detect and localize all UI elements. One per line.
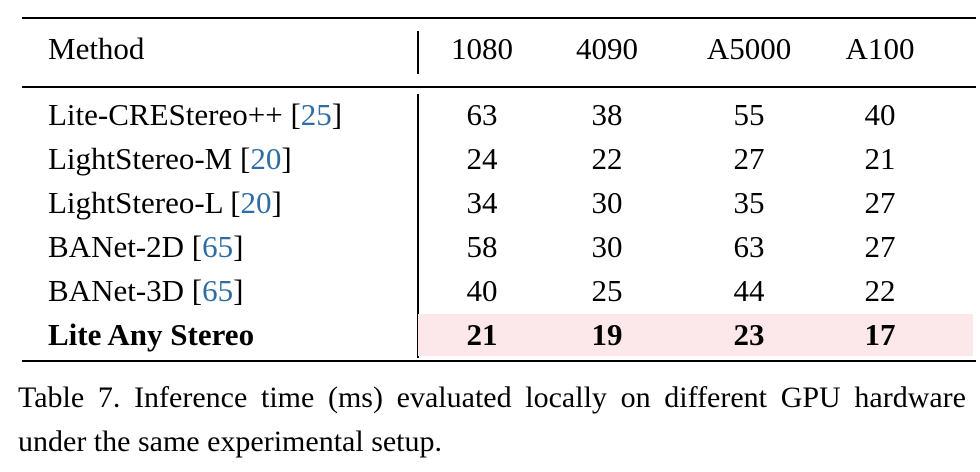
table-row-method: BANet-3D [65] [48,273,244,308]
table-cell: 55 [733,97,765,132]
table-cell: 24 [466,141,498,176]
table-cell: 35 [733,185,765,220]
method-name: LightStereo-L [48,185,231,220]
table-cell-highlighted: 21 [466,317,498,352]
header-col-1080: 1080 [451,31,513,66]
table-cell: 30 [591,229,623,264]
table-cell: 22 [864,273,896,308]
header-rule [22,86,976,88]
table-cell: 25 [591,273,623,308]
table-row-method: LightStereo-M [20] [48,141,292,176]
citation-link[interactable]: 25 [300,97,332,132]
table-row-method-highlighted: Lite Any Stereo [48,317,255,352]
citation-link[interactable]: 20 [250,141,282,176]
table-cell: 34 [466,185,498,220]
table-caption: Table 7. Inference time (ms) evaluated l… [18,381,966,458]
table-cell: 27 [733,141,765,176]
table-cell: 63 [466,97,498,132]
citation-link[interactable]: 65 [202,229,234,264]
table-row-method: LightStereo-L [20] [48,185,282,220]
header-method: Method [48,31,145,66]
table-cell: 38 [591,97,623,132]
column-separator-header [417,31,419,74]
header-col-a5000: A5000 [706,31,792,66]
table-cell-highlighted: 23 [733,317,765,352]
table-cell: 44 [733,273,765,308]
table-cell-highlighted: 19 [591,317,623,352]
table-cell: 27 [864,229,896,264]
table-cell: 58 [466,229,498,264]
table-cell: 30 [591,185,623,220]
bottom-rule [22,360,976,362]
method-name: BANet-3D [48,273,192,308]
citation-link[interactable]: 65 [202,273,234,308]
highlight-row-background [418,314,973,356]
table-cell: 21 [864,141,896,176]
method-name: LightStereo-M [48,141,240,176]
table-row-method: BANet-2D [65] [48,229,244,264]
citation-link[interactable]: 20 [240,185,272,220]
top-rule [22,17,976,19]
table-cell: 27 [864,185,896,220]
table-cell-highlighted: 17 [864,317,896,352]
table-cell: 40 [864,97,896,132]
column-separator-body [417,94,419,358]
table-cell: 22 [591,141,623,176]
header-col-a100: A100 [845,31,915,66]
table-cell: 63 [733,229,765,264]
method-name: BANet-2D [48,229,192,264]
method-name: Lite-CREStereo++ [48,97,291,132]
header-col-4090: 4090 [576,31,638,66]
table-cell: 40 [466,273,498,308]
table-row-method: Lite-CREStereo++ [25] [48,97,343,132]
